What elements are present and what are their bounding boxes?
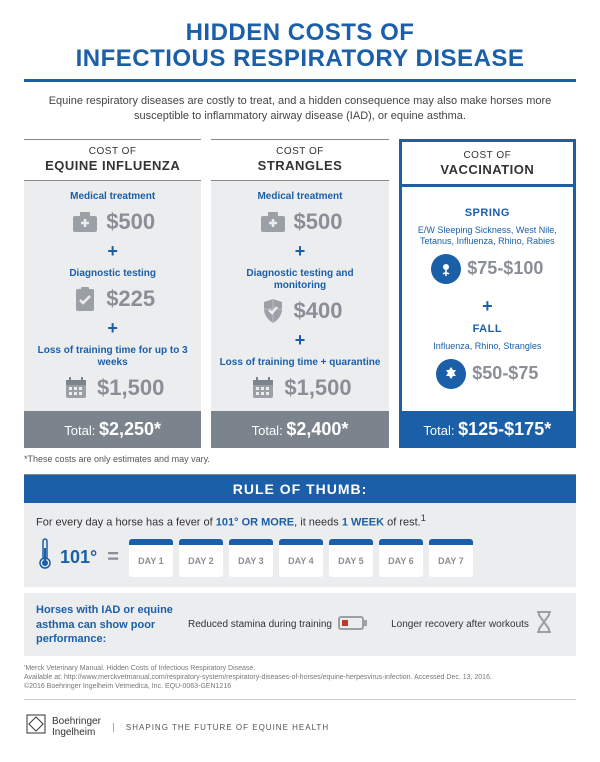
item-value: $225	[106, 286, 155, 312]
item-label: Loss of training time + quarantine	[220, 357, 381, 369]
day-box: DAY 1	[129, 539, 173, 577]
iad-label: Longer recovery after workouts	[391, 619, 529, 630]
item-label: Diagnostic testing and monitoring	[219, 268, 380, 292]
day-box: DAY 4	[279, 539, 323, 577]
day-box: DAY 2	[179, 539, 223, 577]
footnote: *These costs are only estimates and may …	[24, 454, 576, 464]
flower-icon	[431, 254, 461, 284]
intro-text: Equine respiratory diseases are costly t…	[24, 94, 576, 125]
iad-lead: Horses with IAD or equine asthma can sho…	[36, 603, 176, 646]
item-value: $400	[294, 298, 343, 324]
day-box: DAY 7	[429, 539, 473, 577]
battery-icon	[338, 612, 368, 638]
season-title: SPRING	[465, 207, 510, 219]
plus-icon: +	[295, 330, 306, 351]
plus-icon: +	[482, 296, 493, 317]
season-sub: Influenza, Rhino, Strangles	[433, 341, 541, 353]
item-value: $500	[106, 209, 155, 235]
item-row: $400	[258, 298, 343, 324]
item-value: $1,500	[284, 375, 351, 401]
brand-logo: BoehringerIngelheim	[24, 712, 101, 742]
fineprint: 'Merck Veterinary Manual. Hidden Costs o…	[24, 664, 576, 700]
footer: BoehringerIngelheim SHAPING THE FUTURE O…	[24, 712, 576, 742]
logo-icon	[24, 712, 48, 742]
medkit-icon	[258, 209, 288, 235]
cost-columns: COST OF EQUINE INFLUENZA Medical treatme…	[24, 139, 576, 448]
item-value: $1,500	[97, 375, 164, 401]
tagline: SHAPING THE FUTURE OF EQUINE HEALTH	[113, 723, 329, 732]
main-title: HIDDEN COSTS OF INFECTIOUS RESPIRATORY D…	[24, 20, 576, 73]
column-influenza: COST OF EQUINE INFLUENZA Medical treatme…	[24, 139, 201, 448]
season-value: $50-$75	[472, 363, 538, 384]
day-box: DAY 6	[379, 539, 423, 577]
col-header-influenza: COST OF EQUINE INFLUENZA	[24, 139, 201, 181]
item-row: $1,500	[248, 375, 351, 401]
col-header-vaccination: COST OF VACCINATION	[399, 139, 576, 184]
plus-icon: +	[295, 241, 306, 262]
item-label: Diagnostic testing	[69, 268, 156, 280]
item-row: $50-$75	[436, 359, 538, 389]
season-value: $75-$100	[467, 258, 543, 279]
hourglass-icon	[535, 610, 553, 640]
item-label: Medical treatment	[257, 191, 342, 203]
item-row: $225	[70, 286, 155, 312]
item-row: $1,500	[61, 375, 164, 401]
iad-row: Horses with IAD or equine asthma can sho…	[24, 593, 576, 656]
item-row: $75-$100	[431, 254, 543, 284]
brand-name: BoehringerIngelheim	[52, 716, 101, 738]
plus-icon: +	[107, 318, 118, 339]
col-header-strangles: COST OF STRANGLES	[211, 139, 388, 181]
total-influenza: Total: $2,250*	[24, 411, 201, 448]
day-box: DAY 3	[229, 539, 273, 577]
rule-title-bar: RULE OF THUMB:	[24, 474, 576, 503]
plus-icon: +	[107, 241, 118, 262]
item-value: $500	[294, 209, 343, 235]
clipboard-icon	[70, 286, 100, 312]
shield-icon	[258, 298, 288, 324]
iad-label: Reduced stamina during training	[188, 619, 332, 630]
iad-item: Reduced stamina during training	[186, 612, 370, 638]
calendar-icon	[248, 375, 278, 401]
column-strangles: COST OF STRANGLES Medical treatment $500…	[211, 139, 388, 448]
equals-icon: =	[107, 546, 119, 569]
title-underline	[24, 79, 576, 82]
item-row: $500	[258, 209, 343, 235]
season-title: FALL	[473, 323, 503, 335]
rule-text: For every day a horse has a fever of 101…	[36, 513, 564, 529]
item-label: Medical treatment	[70, 191, 155, 203]
iad-item: Longer recovery after workouts	[380, 610, 564, 640]
fever-value: 101°	[60, 547, 97, 568]
medkit-icon	[70, 209, 100, 235]
fever-row: 101° = DAY 1 DAY 2 DAY 3 DAY 4 DAY 5 DAY…	[36, 538, 564, 577]
day-box: DAY 5	[329, 539, 373, 577]
item-label: Loss of training time for up to 3 weeks	[32, 345, 193, 369]
total-vaccination: Total: $125-$175*	[399, 411, 576, 448]
column-vaccination: COST OF VACCINATION SPRING E/W Sleeping …	[399, 139, 576, 448]
calendar-icon	[61, 375, 91, 401]
leaf-icon	[436, 359, 466, 389]
rule-body: For every day a horse has a fever of 101…	[24, 503, 576, 588]
total-strangles: Total: $2,400*	[211, 411, 388, 448]
season-sub: E/W Sleeping Sickness, West Nile, Tetanu…	[410, 225, 565, 248]
thermometer-icon	[36, 538, 54, 577]
item-row: $500	[70, 209, 155, 235]
